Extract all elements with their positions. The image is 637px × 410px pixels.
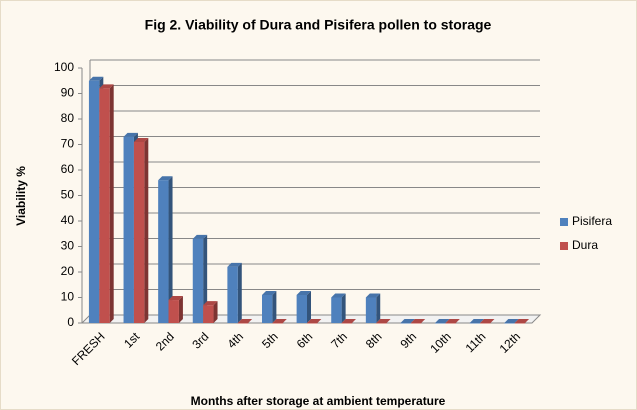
bar-side — [178, 296, 183, 323]
y-tick-label: 30 — [61, 239, 75, 253]
x-axis-title: Months after storage at ambient temperat… — [191, 394, 446, 408]
bar-top — [514, 319, 530, 323]
legend-swatch — [560, 242, 568, 250]
bar-top — [469, 319, 485, 323]
bar-top — [133, 137, 149, 142]
y-tick-label: 60 — [61, 162, 75, 176]
y-tick-label: 20 — [61, 264, 75, 278]
bar-side — [109, 84, 114, 324]
bar-top — [272, 319, 287, 323]
bar-top — [123, 132, 138, 137]
bar — [88, 80, 100, 323]
y-tick-label: 80 — [61, 111, 75, 125]
legend-label: Pisifera — [572, 214, 612, 228]
legend-swatch — [560, 218, 568, 226]
bar — [237, 323, 249, 324]
bar-side — [376, 293, 381, 323]
bar — [262, 294, 273, 323]
bar-top — [331, 293, 346, 298]
bar-top — [99, 84, 114, 89]
bar — [445, 323, 456, 324]
y-tick-label: 70 — [61, 137, 75, 151]
bar — [272, 323, 283, 324]
bar-side — [203, 234, 208, 323]
y-tick-label: 50 — [61, 188, 75, 202]
bar-top — [168, 296, 183, 301]
bar — [307, 323, 318, 324]
bar — [469, 323, 481, 324]
bar — [203, 305, 214, 323]
bar-top — [341, 319, 356, 323]
bar-top — [158, 176, 173, 181]
y-tick-label: 40 — [61, 213, 75, 227]
bar-top — [307, 319, 322, 323]
bar-top — [504, 319, 519, 323]
bar-side — [272, 290, 277, 323]
legend-label: Dura — [572, 238, 598, 252]
bar — [99, 88, 110, 324]
bar-side — [168, 176, 173, 323]
bar-top — [227, 262, 242, 267]
bar-top — [435, 319, 450, 323]
bar-top — [296, 290, 311, 295]
bar-side — [144, 137, 149, 323]
bar — [123, 136, 134, 323]
bar-top — [237, 319, 253, 323]
bar-top — [445, 319, 460, 323]
bar — [227, 266, 238, 323]
y-axis-title: Viability % — [14, 166, 28, 226]
y-tick-label: 100 — [54, 60, 74, 74]
bar — [168, 300, 179, 323]
bar-top — [262, 290, 277, 295]
y-tick-label: 10 — [61, 290, 75, 304]
y-tick-label: 90 — [61, 86, 75, 100]
bar-top — [410, 319, 426, 323]
bar — [514, 323, 526, 324]
bar-top — [365, 293, 381, 298]
bar — [435, 323, 446, 324]
bar — [410, 323, 422, 324]
chart-title: Fig 2. Viability of Dura and Pisifera po… — [145, 17, 492, 33]
bar — [480, 323, 491, 324]
bar — [376, 323, 387, 324]
bar-top — [88, 76, 104, 81]
bar-top — [376, 319, 391, 323]
bar-side — [237, 262, 242, 323]
bar — [504, 323, 515, 324]
bar-top — [192, 234, 208, 239]
bar — [296, 294, 307, 323]
bar-top — [400, 319, 415, 323]
y-tick-label: 0 — [67, 315, 74, 329]
bar — [192, 238, 204, 323]
bar-top — [480, 319, 495, 323]
bar — [400, 323, 411, 324]
bar-side — [213, 301, 218, 323]
bar-side — [307, 290, 311, 323]
bar — [133, 141, 145, 323]
bar — [341, 323, 352, 324]
bar-side — [341, 293, 346, 323]
bar — [365, 297, 377, 323]
bar — [158, 180, 169, 323]
bar-top — [203, 301, 218, 306]
bar — [331, 297, 342, 323]
